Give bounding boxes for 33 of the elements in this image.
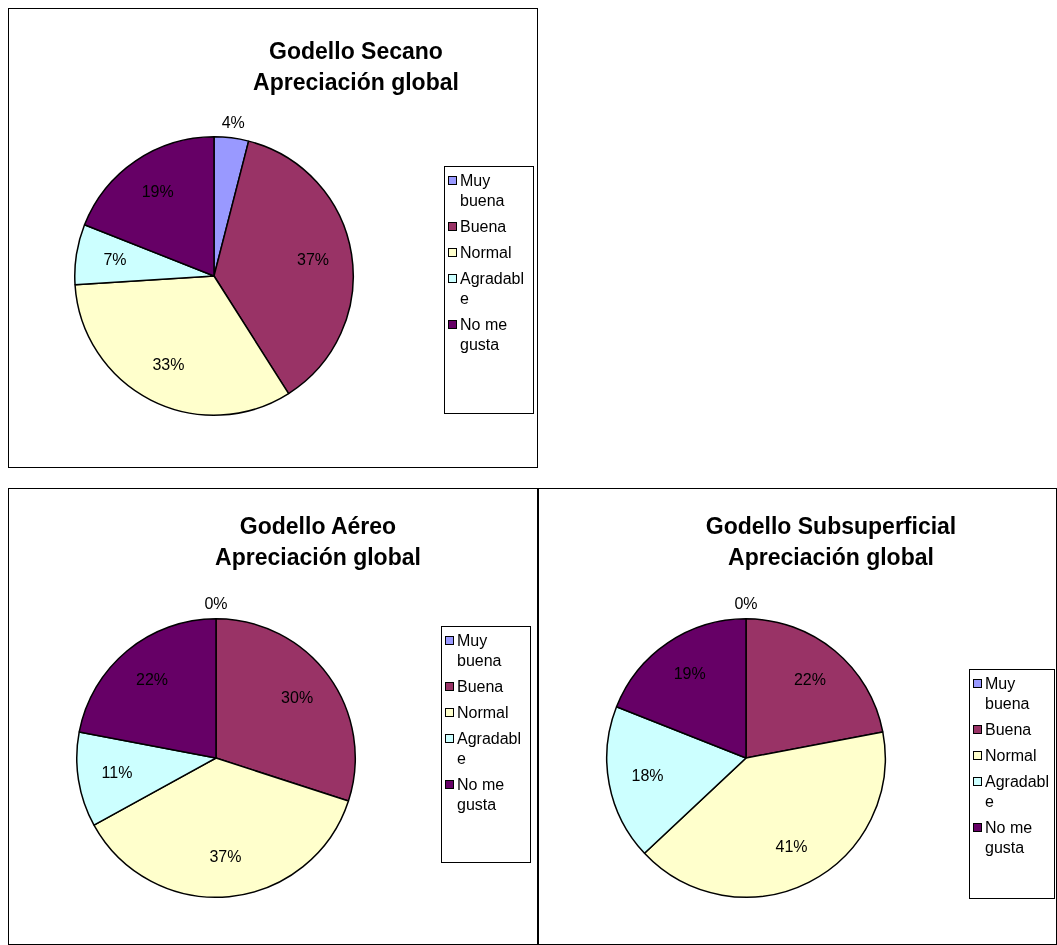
legend-label: Buena [459,217,508,237]
text: 0% [734,595,758,613]
legend-label: Muy buena [459,171,506,211]
data-label: 30% [281,689,314,707]
legend-label: Buena [456,677,505,697]
chart-title: Godello Aéreo Apreciación global [215,512,421,572]
data-label: 19% [141,183,174,201]
legend-label: Agradable [456,729,523,769]
legend-label: Agradable [459,269,526,309]
data-label: 37% [297,250,330,268]
chart-title: Godello Subsuperficial Apreciación global [705,512,957,572]
data-label: 22% [136,671,169,689]
legend-label: Normal [459,243,513,263]
legend-label: No me gusta [456,775,506,815]
legend-label: No me gusta [984,818,1034,858]
data-label: 19% [673,665,706,683]
data-label: 41% [775,837,808,855]
data-label: 7% [103,250,127,268]
data-label: 18% [631,767,664,785]
legend-label: No me gusta [459,315,509,355]
data-label: 11% [101,764,133,782]
chart-title: Godello Secano Apreciación global [253,37,459,97]
data-label: 22% [793,671,826,689]
legend-label: Muy buena [984,674,1031,714]
data-label: 4% [221,114,245,132]
legend-label: Muy buena [456,631,503,671]
legend-label: Buena [984,720,1033,740]
data-label: 37% [209,848,242,866]
text: 0% [204,595,228,613]
legend-label: Normal [456,703,510,723]
legend-label: Normal [984,746,1038,766]
legend-label: Agradable [984,772,1051,812]
data-label: 33% [152,355,185,373]
